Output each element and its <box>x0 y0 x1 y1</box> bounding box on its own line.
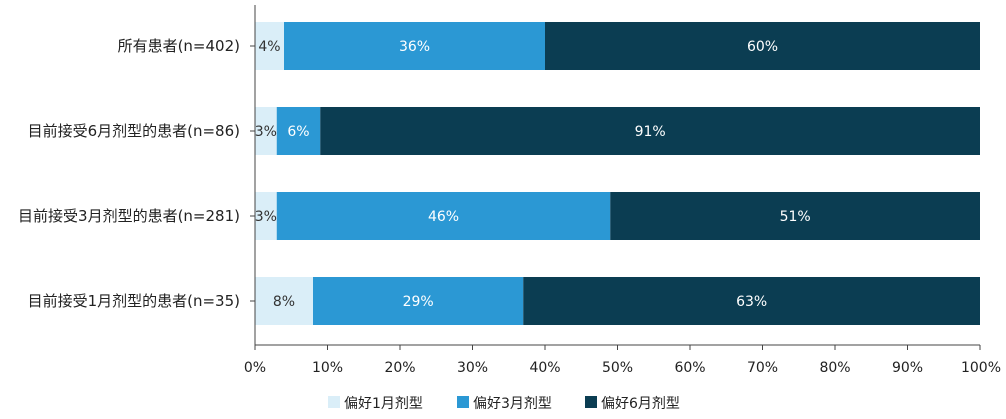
data-label: 51% <box>780 209 811 225</box>
bar-segment <box>313 277 524 325</box>
data-label: 8% <box>273 294 295 310</box>
legend-label: 偏好3月剂型 <box>473 396 552 412</box>
bars-layer: 4% 36% 60% 3% 6% 91% 3% 46% 51% 8% 29% 63% <box>255 22 980 325</box>
data-label: 6% <box>287 124 309 140</box>
x-tick-label: 100% <box>961 360 1001 376</box>
category-label: 目前接受3月剂型的患者(n=281) <box>18 207 240 225</box>
bar-segment <box>276 192 611 240</box>
category-labels: 所有患者(n=402) 目前接受6月剂型的患者(n=86) 目前接受3月剂型的患者(… <box>18 37 255 310</box>
x-tick-label: 10% <box>312 360 343 376</box>
legend-label: 偏好6月剂型 <box>601 396 680 412</box>
data-label: 46% <box>428 209 459 225</box>
x-tick-label: 50% <box>602 360 633 376</box>
x-tick-label: 80% <box>819 360 850 376</box>
data-label: 3% <box>255 209 277 225</box>
data-label: 63% <box>736 294 767 310</box>
data-label: 91% <box>635 124 666 140</box>
x-tick-label: 90% <box>892 360 923 376</box>
bar-segment <box>255 192 277 240</box>
legend-swatch <box>328 396 340 408</box>
bar-segment <box>284 22 545 70</box>
bar-segment <box>545 22 980 70</box>
category-label: 目前接受1月剂型的患者(n=35) <box>28 292 240 310</box>
category-label: 所有患者(n=402) <box>118 37 240 55</box>
x-tick-label: 30% <box>457 360 488 376</box>
x-tick-label: 40% <box>529 360 560 376</box>
category-label: 目前接受6月剂型的患者(n=86) <box>28 122 240 140</box>
bar-segment <box>255 107 277 155</box>
x-tick-label: 70% <box>747 360 778 376</box>
bar-segment <box>523 277 980 325</box>
data-label: 3% <box>255 124 277 140</box>
legend-label: 偏好1月剂型 <box>344 396 423 412</box>
data-label: 60% <box>747 39 778 55</box>
legend-swatch <box>457 396 469 408</box>
data-label: 29% <box>403 294 434 310</box>
x-tick-label: 0% <box>244 360 266 376</box>
bar-segment <box>255 277 313 325</box>
x-axis-ticks: 0% 10% 20% 30% 40% 50% 60% 70% 80% 90% 100% <box>244 345 1001 376</box>
data-label: 36% <box>399 39 430 55</box>
x-tick-label: 20% <box>384 360 415 376</box>
data-label: 4% <box>258 39 280 55</box>
bar-segment <box>276 107 321 155</box>
bar-segment <box>255 22 284 70</box>
legend: 偏好1月剂型 偏好3月剂型 偏好6月剂型 <box>328 396 680 412</box>
bar-segment <box>610 192 980 240</box>
x-tick-label: 60% <box>674 360 705 376</box>
bar-segment <box>320 107 980 155</box>
legend-swatch <box>585 396 597 408</box>
